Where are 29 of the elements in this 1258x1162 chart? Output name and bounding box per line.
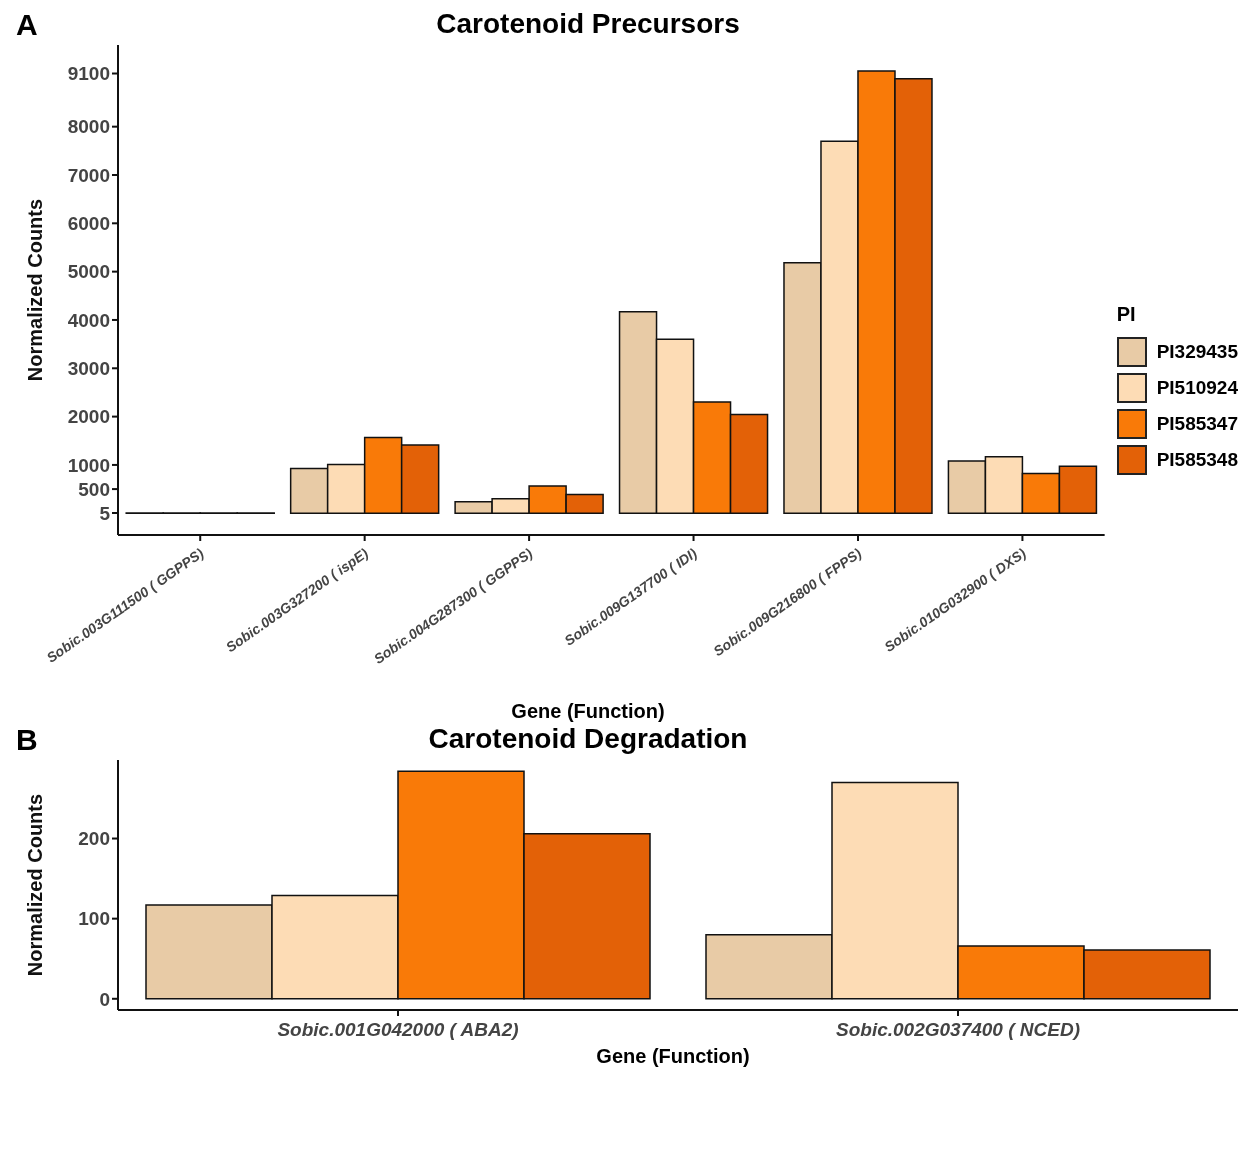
y-axis-title: Normalized Counts [24,198,47,382]
y-tick-label: 6000 [67,213,110,235]
chart-title: Carotenoid Precursors [435,8,741,40]
x-tick-label: Sobic.001G042000 ( ABA2) [277,1019,519,1040]
y-tick-label: 1000 [67,454,110,476]
x-axis-title: Gene (Function) [595,1045,751,1068]
y-tick-label: 4000 [67,309,110,331]
y-tick-label: 3000 [67,358,110,380]
y-tick-label: 2000 [67,406,110,428]
y-tick-label: 200 [78,828,110,850]
y-tick-label: 5000 [67,261,110,283]
y-tick-label: 9100 [67,63,110,85]
y-tick-label: 5 [99,502,111,524]
legend-label: PI510924 [1156,376,1238,399]
legend-label: PI585347 [1156,412,1238,435]
x-axis-title: Gene (Function) [510,700,666,723]
chart-title: Carotenoid Degradation [427,723,749,755]
text: A [16,8,38,42]
y-tick-label: 500 [78,478,110,500]
y-tick-label: 7000 [67,164,110,186]
x-tick-label: Sobic.002G037400 ( NCED) [836,1019,1080,1040]
legend-label: PI585348 [1156,448,1238,471]
text: B [16,723,38,757]
legend-label: PI329435 [1156,340,1238,363]
legend-title: PI [1116,302,1137,326]
y-axis-title: Normalized Counts [24,793,47,977]
y-tick-label: 100 [78,908,110,930]
y-tick-label: 0 [99,988,110,1010]
y-tick-label: 8000 [67,116,110,138]
